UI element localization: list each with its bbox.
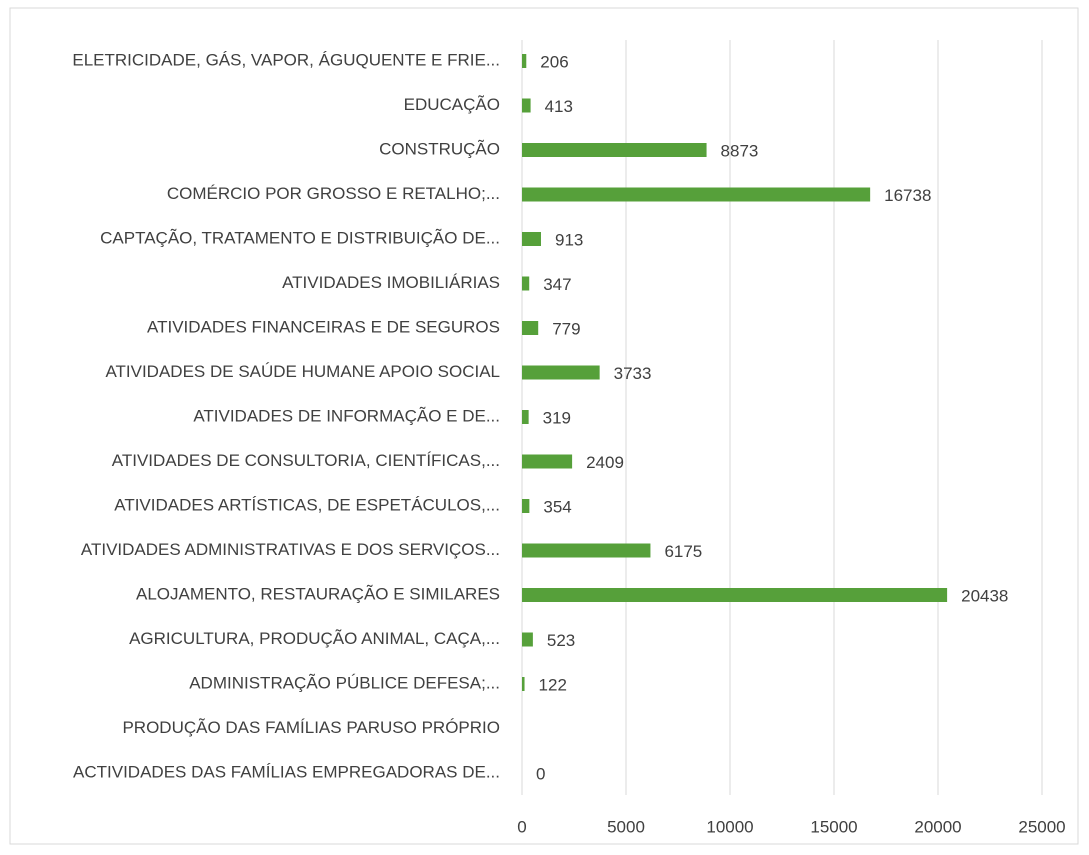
y-tick-label: ATIVIDADES DE SAÚDE HUMANE APOIO SOCIAL bbox=[105, 362, 500, 381]
value-label: 354 bbox=[543, 497, 571, 516]
y-tick-label: ACTIVIDADES DAS FAMÍLIAS EMPREGADORAS DE… bbox=[73, 762, 500, 781]
value-label: 122 bbox=[539, 675, 567, 694]
value-label: 319 bbox=[543, 408, 571, 427]
x-tick-label: 20000 bbox=[914, 817, 961, 836]
value-label: 6175 bbox=[664, 542, 702, 561]
bar bbox=[522, 454, 573, 469]
bar bbox=[522, 499, 530, 513]
value-label: 3733 bbox=[614, 364, 652, 383]
bar bbox=[522, 543, 651, 558]
y-tick-label: ATIVIDADES DE CONSULTORIA, CIENTÍFICAS,.… bbox=[112, 451, 500, 470]
value-label: 16738 bbox=[884, 186, 931, 205]
bar bbox=[522, 365, 600, 380]
bar bbox=[522, 187, 871, 202]
value-label: 2409 bbox=[586, 453, 624, 472]
y-tick-label: ATIVIDADES FINANCEIRAS E DE SEGUROS bbox=[147, 317, 500, 336]
bar bbox=[522, 588, 948, 602]
x-tick-label: 25000 bbox=[1018, 817, 1065, 836]
value-label: 0 bbox=[536, 764, 545, 783]
x-tick-label: 15000 bbox=[810, 817, 857, 836]
y-tick-label: PRODUÇÃO DAS FAMÍLIAS PARUSO PRÓPRIO bbox=[122, 718, 500, 737]
y-tick-label: CONSTRUÇÃO bbox=[379, 139, 500, 158]
bar bbox=[522, 677, 525, 691]
y-tick-label: ATIVIDADES ARTÍSTICAS, DE ESPETÁCULOS,..… bbox=[114, 495, 500, 514]
bar bbox=[522, 321, 539, 335]
x-tick-label: 0 bbox=[517, 817, 526, 836]
value-label: 913 bbox=[555, 230, 583, 249]
value-label: 20438 bbox=[961, 586, 1008, 605]
y-tick-label: CAPTAÇÃO, TRATAMENTO E DISTRIBUIÇÃO DE..… bbox=[100, 228, 500, 247]
bar bbox=[522, 232, 541, 246]
bar bbox=[522, 410, 529, 424]
value-label: 413 bbox=[545, 97, 573, 116]
bar bbox=[522, 54, 527, 68]
y-tick-label: AGRICULTURA, PRODUÇÃO ANIMAL, CAÇA,... bbox=[129, 629, 500, 648]
bar bbox=[522, 632, 533, 647]
bar bbox=[522, 276, 530, 291]
y-tick-label: ATIVIDADES DE INFORMAÇÃO E DE... bbox=[193, 406, 500, 425]
y-tick-label: COMÉRCIO POR GROSSO E RETALHO;... bbox=[167, 184, 500, 203]
value-label: 347 bbox=[543, 275, 571, 294]
x-tick-label: 10000 bbox=[706, 817, 753, 836]
y-tick-label: ALOJAMENTO, RESTAURAÇÃO E SIMILARES bbox=[136, 584, 500, 603]
y-tick-label: ATIVIDADES IMOBILIÁRIAS bbox=[282, 273, 500, 292]
value-label: 8873 bbox=[721, 141, 759, 160]
bar bbox=[522, 143, 707, 157]
y-tick-label: EDUCAÇÃO bbox=[404, 95, 500, 114]
x-tick-label: 5000 bbox=[607, 817, 645, 836]
value-label: 779 bbox=[552, 319, 580, 338]
value-label: 206 bbox=[540, 52, 568, 71]
value-label: 523 bbox=[547, 631, 575, 650]
y-tick-label: ATIVIDADES ADMINISTRATIVAS E DOS SERVIÇO… bbox=[81, 540, 500, 559]
bar bbox=[522, 98, 531, 113]
y-tick-label: ELETRICIDADE, GÁS, VAPOR, ÁGUQUENTE E FR… bbox=[72, 50, 500, 69]
y-tick-label: ADMINISTRAÇÃO PÚBLICE DEFESA;... bbox=[189, 673, 500, 692]
